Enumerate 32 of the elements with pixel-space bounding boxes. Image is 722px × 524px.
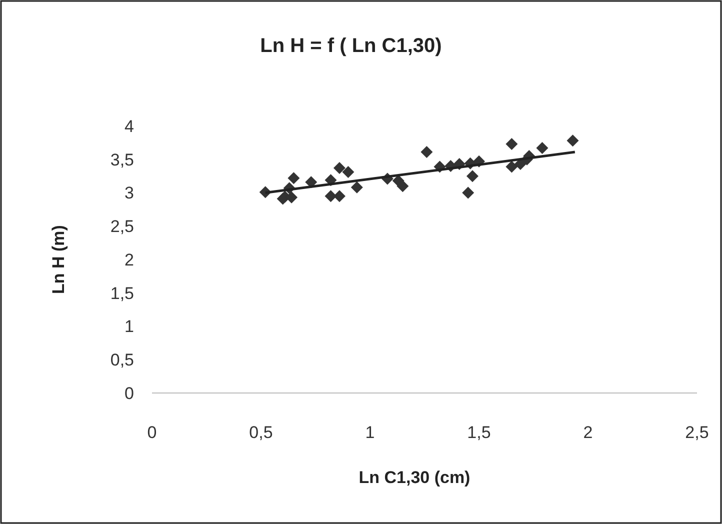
- point: [342, 166, 354, 178]
- point: [333, 162, 346, 174]
- x-tick-label: 2: [583, 423, 593, 442]
- point: [566, 134, 579, 147]
- point: [506, 160, 518, 173]
- point: [466, 170, 478, 182]
- point: [506, 138, 518, 150]
- point: [324, 190, 337, 202]
- x-tick-label: 0: [147, 423, 157, 442]
- point: [288, 172, 300, 184]
- x-tick-label: 1: [365, 423, 375, 442]
- point: [396, 180, 409, 192]
- y-axis-title: Ln H (m): [49, 225, 68, 294]
- y-tick-label: 1,5: [110, 284, 134, 303]
- point: [305, 176, 318, 188]
- point: [420, 146, 433, 158]
- point: [536, 142, 548, 154]
- y-tick-label: 3: [124, 184, 134, 203]
- point: [462, 186, 474, 199]
- y-tick-label: 4: [124, 116, 134, 136]
- y-tick-label: 3,5: [110, 150, 134, 170]
- y-tick-label: 2: [124, 250, 134, 270]
- chart-title: Ln H = f ( Ln C1,30): [260, 35, 442, 57]
- x-tick-label: 1,5: [467, 423, 491, 442]
- y-tick-label: 2,5: [110, 217, 134, 236]
- x-tick-label: 0,5: [249, 423, 273, 442]
- point: [350, 181, 363, 194]
- y-tick-label: 1: [124, 317, 134, 336]
- y-tick-label: 0,5: [110, 350, 134, 370]
- x-tick-label: 2,5: [685, 423, 709, 442]
- x-axis-title: Ln C1,30 (cm): [358, 468, 470, 487]
- y-tick-label: 0: [124, 384, 134, 403]
